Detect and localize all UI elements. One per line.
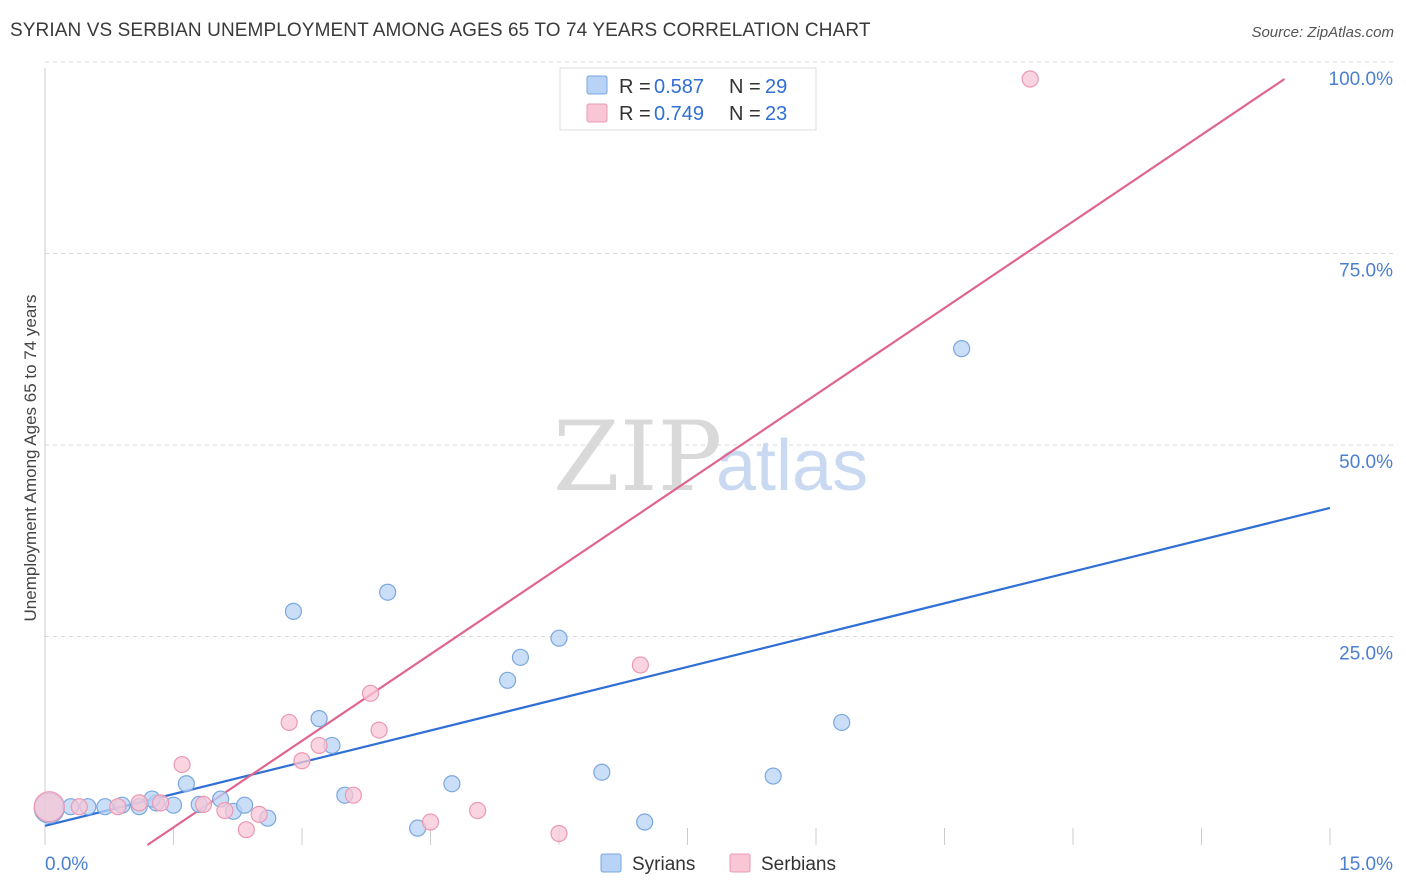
point-serbians [280,713,298,732]
point-syrians [284,602,303,620]
series-legend: Syrians Serbians [600,853,836,875]
point-syrians [310,710,328,728]
point-syrians [636,813,654,831]
legend-n-value-serbians: 23 [765,103,787,125]
point-serbians [361,684,380,702]
point-syrians [511,648,530,666]
legend-n-label-syrians: N = [729,76,761,98]
watermark-zip: ZIP [553,401,722,513]
x-tick-label: 15.0% [1339,854,1393,875]
chart-title: SYRIAN VS SERBIAN UNEMPLOYMENT AMONG AGE… [10,20,871,41]
point-syrians [593,763,611,781]
point-serbians [250,805,268,823]
point-serbians [33,791,65,823]
trend-line-serbians [146,78,1286,846]
point-syrians [833,713,851,732]
point-syrians [499,671,517,689]
tick-labels: 25.0% 50.0% 75.0% 100.0% 0.0% 15.0% [45,69,1393,875]
point-serbians [469,801,487,820]
point-serbians [130,794,148,812]
point-serbians [109,798,127,816]
legend-n-label-serbians: N = [729,103,761,125]
point-serbians [344,786,362,804]
point-syrians [764,767,782,785]
legend-r-label-syrians: R = [619,76,651,98]
point-serbians [370,721,388,739]
y-axis-label: Unemployment Among Ages 65 to 74 years [21,295,40,622]
point-syrians [379,583,397,601]
trend-line-syrians [44,506,1331,827]
series-legend-serbians: Serbians [761,854,836,875]
y-tick-label: 50.0% [1339,452,1393,473]
correlation-legend: R = 0.587 N = 29 R = 0.749 N = 23 [559,67,817,131]
point-syrians [236,796,254,814]
point-serbians [216,801,234,820]
point-serbians [152,794,170,812]
point-serbians [293,752,311,770]
series-legend-syrians: Syrians [632,854,695,875]
y-tick-label: 100.0% [1329,69,1394,90]
legend-n-value-syrians: 29 [765,76,787,98]
point-serbians [1021,70,1039,88]
watermark-atlas: atlas [716,426,868,506]
point-serbians [194,795,213,814]
point-serbians [310,736,328,755]
source-label: Source: ZipAtlas.com [1251,24,1394,41]
point-serbians [237,821,255,839]
legend-swatch-syrians [586,75,608,95]
legend-r-label-serbians: R = [619,103,651,125]
x-tick-label: 0.0% [45,854,88,875]
y-tick-label: 75.0% [1339,261,1393,282]
series-legend-swatch-serbians [729,853,751,873]
trend-lines [44,78,1331,846]
point-serbians [631,656,649,674]
point-serbians [550,824,568,843]
grid-lines [45,61,1395,637]
point-syrians [550,629,568,647]
point-syrians [177,775,195,793]
point-serbians [70,798,88,816]
data-points [33,70,1039,843]
point-serbians [421,813,440,831]
point-syrians [953,340,971,358]
legend-r-value-serbians: 0.749 [654,103,704,125]
y-tick-label: 25.0% [1339,644,1393,665]
legend-swatch-serbians [586,103,608,123]
series-legend-swatch-syrians [600,853,622,873]
legend-r-value-syrians: 0.587 [654,76,704,98]
point-serbians [173,755,191,774]
point-syrians [443,775,461,793]
